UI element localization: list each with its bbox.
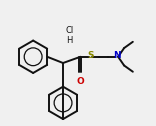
- Text: Cl: Cl: [65, 26, 73, 35]
- Text: O: O: [77, 77, 84, 86]
- Text: S: S: [87, 51, 94, 60]
- Text: N: N: [113, 51, 120, 60]
- Text: H: H: [66, 36, 73, 45]
